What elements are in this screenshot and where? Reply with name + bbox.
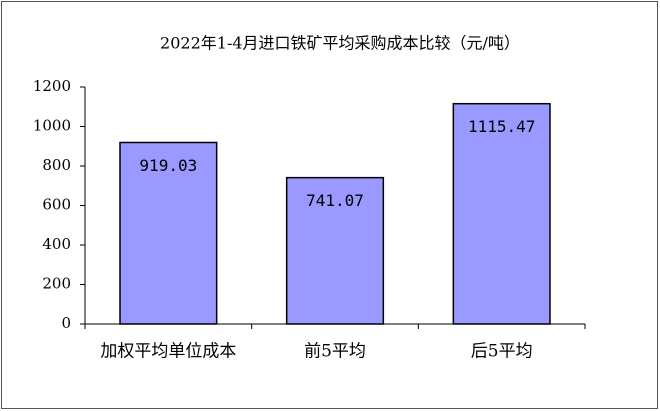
y-tick-label: 400 [42, 235, 71, 253]
y-tick-label: 1000 [33, 117, 71, 135]
x-tick-label: 后5平均 [471, 342, 533, 362]
chart-title: 2022年1-4月进口铁矿平均采购成本比较（元/吨） [160, 34, 520, 53]
y-tick-label: 800 [42, 156, 71, 174]
value-label: 741.07 [306, 191, 364, 210]
y-tick-label: 1200 [33, 77, 71, 95]
y-tick-label: 200 [42, 275, 71, 293]
bar [285, 176, 385, 325]
bar [119, 141, 218, 325]
y-tick-label: 0 [61, 314, 71, 332]
value-label: 919.03 [139, 156, 197, 175]
y-tick-label: 600 [42, 196, 71, 214]
x-tick-label: 加权平均单位成本 [100, 342, 236, 362]
x-tick-label: 前5平均 [304, 342, 366, 362]
bar [452, 102, 551, 325]
value-label: 1115.47 [468, 117, 535, 136]
